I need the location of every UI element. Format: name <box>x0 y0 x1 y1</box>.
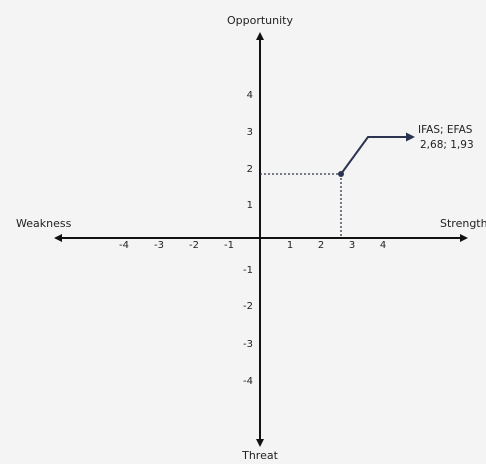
y-tick-label: -4 <box>243 376 253 387</box>
x-tick-label: -4 <box>119 240 129 251</box>
x-tick-label: -2 <box>189 240 199 251</box>
axis-label-right: Strength <box>440 217 486 230</box>
y-tick-label: 2 <box>247 164 253 175</box>
x-tick-label: 2 <box>318 240 324 251</box>
y-tick-label: 4 <box>247 90 253 101</box>
x-tick-label: 3 <box>349 240 355 251</box>
axis-label-left: Weakness <box>16 217 72 230</box>
y-tick-label: -1 <box>243 265 253 276</box>
x-tick-label: 4 <box>380 240 386 251</box>
x-tick-label: -3 <box>154 240 164 251</box>
y-tick-label: 3 <box>247 127 253 138</box>
y-tick-label: -3 <box>243 339 253 350</box>
y-tick-label: 1 <box>247 200 253 211</box>
axis-label-bottom: Threat <box>241 449 278 462</box>
y-tick-label: -2 <box>243 301 253 312</box>
axis-label-top: Opportunity <box>227 14 294 27</box>
x-tick-label: 1 <box>287 240 293 251</box>
point-label-line1: IFAS; EFAS <box>418 124 473 136</box>
point-label-line2: 2,68; 1,93 <box>420 139 474 151</box>
x-tick-label: -1 <box>224 240 234 251</box>
data-point <box>338 171 344 177</box>
